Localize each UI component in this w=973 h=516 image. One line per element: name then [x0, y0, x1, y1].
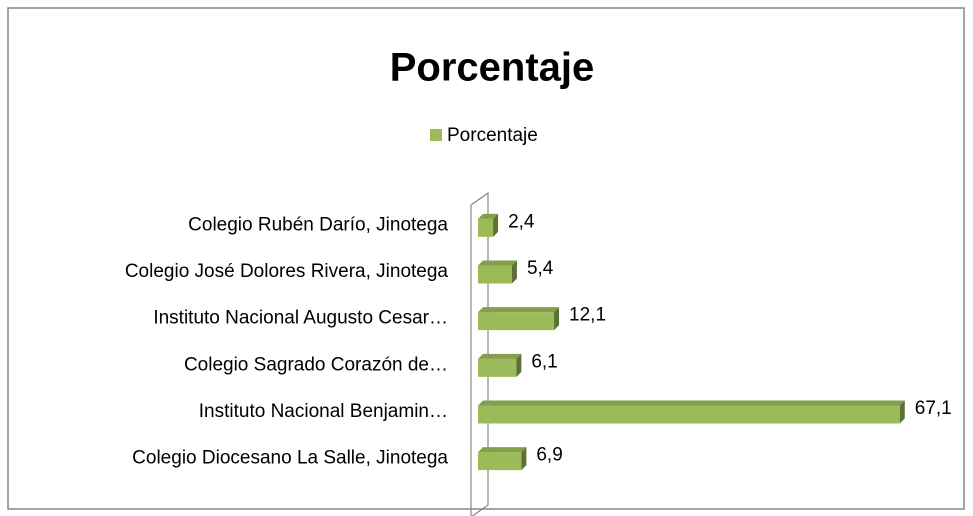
- bar-top: [478, 213, 499, 219]
- chart-title: Porcentaje: [390, 46, 595, 90]
- bar: [478, 307, 560, 331]
- y-tick-label: Colegio Rubén Darío, Jinotega: [188, 214, 448, 235]
- data-label: 67,1: [915, 398, 952, 419]
- bar-top: [478, 307, 560, 313]
- y-tick-label: Colegio José Dolores Rivera, Jinotega: [125, 261, 449, 282]
- bar-top: [478, 260, 517, 266]
- bar-side: [521, 447, 527, 471]
- data-label: 2,4: [508, 211, 535, 232]
- bar-front: [478, 218, 494, 237]
- legend-label: Porcentaje: [447, 125, 538, 146]
- y-tick-label: Colegio Diocesano La Salle, Jinotega: [132, 448, 448, 469]
- bar: [478, 400, 905, 424]
- data-label: 6,9: [536, 445, 562, 466]
- bar: [478, 213, 499, 237]
- data-label: 12,1: [569, 305, 606, 326]
- bar-side: [493, 213, 499, 237]
- bar-front: [478, 405, 900, 424]
- bar-top: [478, 400, 905, 406]
- data-label: 6,1: [531, 351, 557, 372]
- bar-top: [478, 353, 522, 359]
- bar: [478, 353, 522, 377]
- bar-front: [478, 312, 555, 331]
- axis-wall: [470, 191, 489, 516]
- bar-side: [554, 307, 560, 331]
- bar: [478, 260, 517, 284]
- y-tick-label: Instituto Nacional Augusto Cesar…: [153, 308, 448, 329]
- data-label: 5,4: [527, 258, 554, 279]
- bar-front: [478, 358, 517, 377]
- y-tick-label: Colegio Sagrado Corazón de…: [184, 354, 448, 375]
- bar-side: [516, 353, 522, 377]
- bar: [478, 447, 527, 471]
- bar-front: [478, 265, 512, 284]
- bar-side: [511, 260, 517, 284]
- bar-top: [478, 447, 527, 453]
- legend-swatch: [430, 129, 442, 141]
- chart-border: [7, 7, 965, 510]
- bar-front: [478, 452, 522, 471]
- y-tick-label: Instituto Nacional Benjamin…: [199, 401, 448, 422]
- bar-side: [899, 400, 905, 424]
